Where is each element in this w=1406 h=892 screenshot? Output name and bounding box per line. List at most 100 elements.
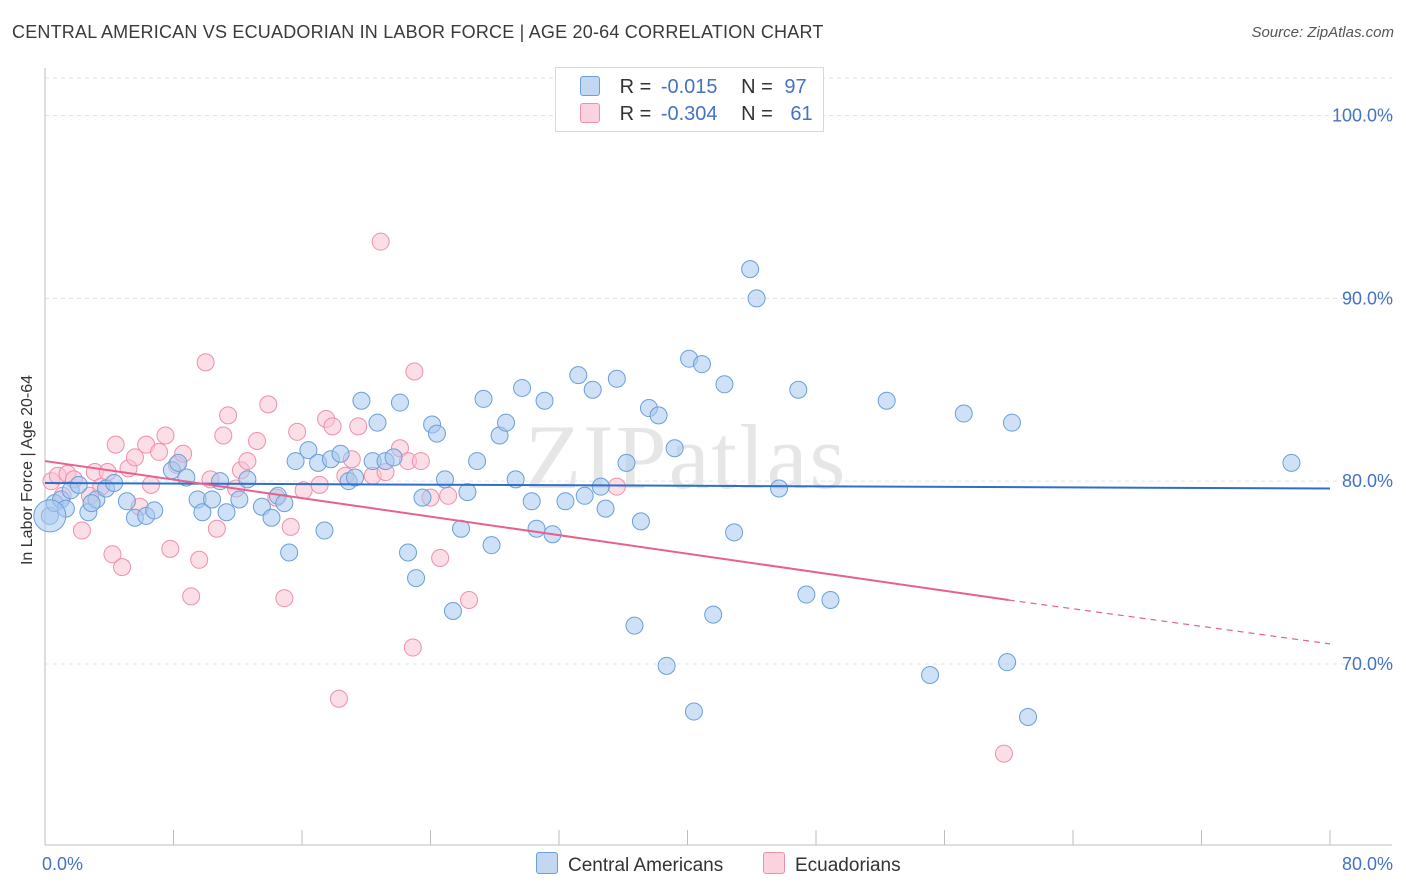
ecuadorian-trend-extension xyxy=(1008,599,1331,645)
ecuadorian-point xyxy=(371,232,390,251)
source-credit: Source: ZipAtlas.com xyxy=(1251,24,1394,41)
central-american-point xyxy=(770,479,789,498)
central-american-swatch xyxy=(580,76,600,96)
central-american-point xyxy=(569,366,588,385)
ecuadorian-point xyxy=(403,638,422,657)
central-american-point xyxy=(1019,708,1038,727)
central-american-point xyxy=(217,503,236,522)
ecuadorian-point xyxy=(182,587,201,606)
central-american-point xyxy=(262,508,281,527)
central-american-point xyxy=(203,490,222,509)
ecuadorian-point xyxy=(125,448,144,467)
central-american-point xyxy=(496,413,515,432)
central-american-point xyxy=(407,569,426,588)
ecuadorian-point xyxy=(405,362,424,381)
ecuadorian-point xyxy=(150,442,169,461)
central-american-point xyxy=(413,488,432,507)
central-american-point xyxy=(596,499,615,518)
ecuadorian-point xyxy=(275,589,294,608)
central-american-point xyxy=(649,406,668,425)
ecuadorian-point xyxy=(607,477,626,496)
central-american-point xyxy=(797,585,816,604)
central-american-point xyxy=(230,490,249,509)
legend-row-central-american: R = -0.015 N = 97 xyxy=(580,76,807,99)
legend-row-ecuadorian: R = -0.304 N = 61 xyxy=(580,103,813,126)
ecuadorians-legend-swatch xyxy=(763,852,785,874)
central-american-point xyxy=(741,260,760,279)
y-tick-label: 80.0% xyxy=(1342,471,1393,491)
central-american-point xyxy=(331,444,350,463)
central-american-point xyxy=(238,470,257,489)
ecuadorian-point xyxy=(190,550,209,569)
y-tick-label: 90.0% xyxy=(1342,288,1393,308)
gridlines xyxy=(45,77,1392,665)
central-american-points xyxy=(33,260,1301,727)
central-american-point xyxy=(789,380,808,399)
central-american-point xyxy=(821,591,840,610)
ecuadorian-point xyxy=(196,353,215,372)
y-tick-labels: 70.0% 80.0% 90.0% 100.0% xyxy=(1332,106,1393,674)
central-american-point xyxy=(513,378,532,397)
ecuadorian-point xyxy=(103,545,122,564)
axes xyxy=(44,68,1392,846)
central-american-trend-line xyxy=(44,482,1331,490)
central-american-point xyxy=(427,424,446,443)
central-american-point xyxy=(1002,413,1021,432)
watermark: ZIPatlas xyxy=(525,406,848,508)
ecuadorian-point xyxy=(259,395,278,414)
central-american-point xyxy=(607,369,626,388)
n-value-ecuadorian: 61 xyxy=(790,103,813,125)
ecuadorian-point xyxy=(281,517,300,536)
r-value-central-american: -0.015 xyxy=(660,76,718,98)
ecuadorian-point xyxy=(113,558,132,577)
central-american-point xyxy=(998,653,1017,672)
ecuadorian-swatch xyxy=(580,103,600,123)
legend-central-americans[interactable]: Central Americans xyxy=(536,852,723,877)
central-american-point xyxy=(482,536,501,555)
central-american-point xyxy=(169,453,188,472)
r-value-ecuadorian: -0.304 xyxy=(660,103,718,125)
central-american-point xyxy=(665,439,684,458)
central-american-point xyxy=(299,441,318,460)
central-american-point xyxy=(399,543,418,562)
ecuadorian-point xyxy=(142,475,161,494)
central-american-point xyxy=(506,470,525,489)
ecuadorian-point xyxy=(460,591,479,610)
y-axis-label: In Labor Force | Age 20-64 xyxy=(19,374,36,566)
ecuadorian-point xyxy=(219,406,238,425)
central-american-point xyxy=(69,475,88,494)
central-american-point xyxy=(117,492,136,511)
central-american-point xyxy=(535,391,554,410)
ecuadorian-point xyxy=(329,689,348,708)
central-american-point xyxy=(468,452,487,471)
legend-ecuadorians[interactable]: Ecuadorians xyxy=(763,852,901,877)
central-american-point xyxy=(556,492,575,511)
central-american-point xyxy=(617,453,636,472)
x-tick-label: 0.0% xyxy=(42,854,83,874)
ecuadorian-point xyxy=(72,521,91,540)
x-tick-label: 80.0% xyxy=(1342,854,1393,874)
ecuadorian-points xyxy=(42,232,1013,763)
ecuadorian-point xyxy=(349,417,368,436)
central-american-point xyxy=(443,601,462,620)
central-american-point xyxy=(877,391,896,410)
ecuadorian-point xyxy=(161,539,180,558)
ecuadorian-point xyxy=(323,417,342,436)
x-tick-labels: 0.0% 80.0% xyxy=(42,854,1393,874)
central-american-point xyxy=(1282,453,1301,472)
ecuadorian-point xyxy=(106,435,125,454)
central-american-point xyxy=(692,355,711,374)
central-american-point xyxy=(921,665,940,684)
chart-title: CENTRAL AMERICAN VS ECUADORIAN IN LABOR … xyxy=(12,22,824,42)
ecuadorian-point xyxy=(156,426,175,445)
central-american-point xyxy=(390,393,409,412)
ecuadorian-point xyxy=(288,422,307,441)
ecuadorian-point xyxy=(238,452,257,471)
y-tick-label: 100.0% xyxy=(1332,106,1393,126)
central-american-point xyxy=(527,519,546,538)
n-value-central-american: 97 xyxy=(784,76,807,98)
central-american-point xyxy=(368,413,387,432)
central-americans-legend-swatch xyxy=(536,852,558,874)
central-american-point xyxy=(280,543,299,562)
